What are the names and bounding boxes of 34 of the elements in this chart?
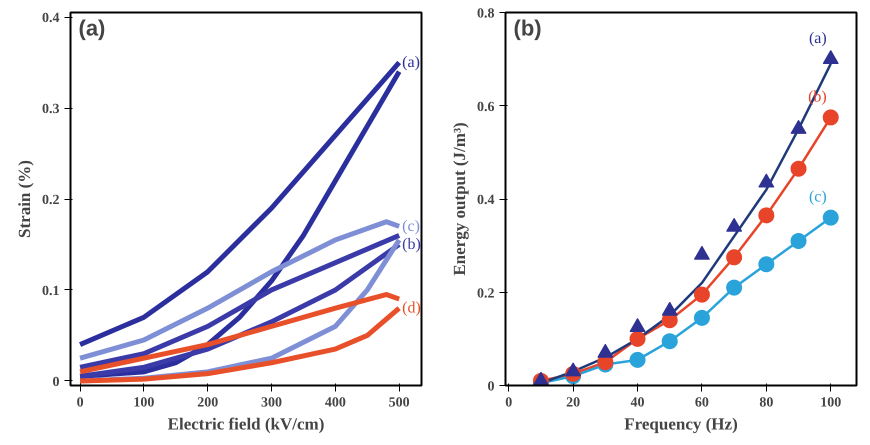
x-axis-title: Electric field (kV/cm) bbox=[168, 414, 324, 434]
x-tick-label: 200 bbox=[197, 396, 218, 410]
chart-title: (b) bbox=[514, 16, 542, 40]
y-tick-label: 0.8 bbox=[477, 6, 494, 22]
y-axis-title: Strain (%) bbox=[15, 160, 34, 238]
y-tick-label: 0.3 bbox=[42, 102, 60, 118]
series-label: (d) bbox=[402, 300, 421, 317]
y-tick-label: 0.6 bbox=[477, 100, 494, 115]
x-tick-label: 400 bbox=[324, 396, 346, 410]
y-tick-label: 0.4 bbox=[477, 193, 494, 208]
x-tick-label: 40 bbox=[630, 396, 645, 410]
x-tick-label: 20 bbox=[566, 396, 580, 410]
y-axis-title: Energy output (J/m³) bbox=[450, 122, 469, 276]
x-tick-label: 80 bbox=[759, 396, 774, 410]
x-axis-title: Frequency (Hz) bbox=[624, 414, 738, 434]
y-tick-label: 0.2 bbox=[42, 193, 60, 208]
series-label: (c) bbox=[402, 218, 420, 235]
y-tick-label: 0.1 bbox=[42, 284, 60, 299]
chart-title: (a) bbox=[78, 16, 106, 40]
y-tick-label: 0.4 bbox=[42, 11, 60, 26]
x-tick-label: 0 bbox=[505, 396, 512, 410]
x-tick-label: 0 bbox=[76, 396, 84, 410]
y-tick-label: 0.2 bbox=[477, 286, 494, 302]
x-tick-label: 100 bbox=[820, 396, 842, 410]
series-label: (b) bbox=[402, 236, 421, 253]
x-tick-label: 300 bbox=[261, 396, 282, 410]
series-label: (c) bbox=[808, 188, 827, 206]
series-label: (a) bbox=[402, 54, 420, 72]
y-tick-label: 0 bbox=[52, 374, 60, 390]
x-tick-label: 60 bbox=[694, 396, 709, 410]
x-tick-label: 500 bbox=[388, 396, 410, 410]
x-tick-label: 100 bbox=[133, 396, 154, 410]
series-label: (a) bbox=[808, 30, 827, 48]
y-tick-label: 0 bbox=[488, 380, 494, 394]
